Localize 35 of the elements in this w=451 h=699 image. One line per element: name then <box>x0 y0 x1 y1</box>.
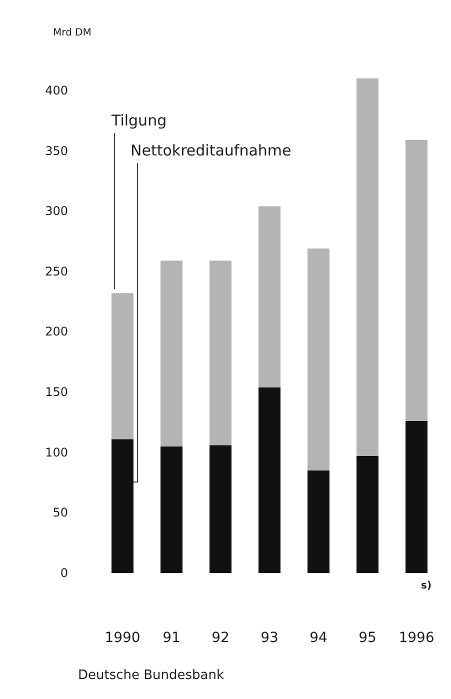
bar <box>356 78 378 456</box>
y-tick-label: 400 <box>45 83 68 98</box>
bar <box>112 439 134 573</box>
x-tick-label: 95 <box>358 630 376 646</box>
y-tick-label: 100 <box>45 445 68 460</box>
x-tick-label: 1990 <box>104 630 140 646</box>
bar <box>258 387 280 573</box>
x-tick-label: 92 <box>212 630 230 646</box>
bar <box>210 445 232 573</box>
text: Tilgung <box>110 112 167 130</box>
bar <box>308 248 330 470</box>
y-tick-label: 350 <box>45 144 68 158</box>
x-tick-label: 93 <box>260 630 278 646</box>
x-tick-label: 1996 <box>398 630 434 646</box>
y-tick-label: 300 <box>45 204 68 218</box>
y-tick-label: 0 <box>60 566 68 580</box>
bar <box>112 293 134 440</box>
y-tick-label: 50 <box>52 506 68 520</box>
y-tick-label: 150 <box>45 385 68 400</box>
x-tick-label: 91 <box>162 630 180 646</box>
y-tick-label: 200 <box>45 324 68 339</box>
y-axis-title: Mrd DM <box>53 28 92 38</box>
y-tick-label: 250 <box>45 264 68 278</box>
text: s) <box>421 580 432 592</box>
text: Deutsche Bundesbank <box>78 668 225 683</box>
bar <box>258 206 280 388</box>
bar <box>356 456 378 573</box>
bar <box>308 470 330 573</box>
x-tick-label: 94 <box>310 630 328 646</box>
bar <box>160 446 182 573</box>
bar <box>210 260 232 446</box>
bar <box>160 260 182 446</box>
bar <box>406 421 428 573</box>
bar <box>406 140 428 422</box>
text: Nettokreditaufnahme <box>130 142 292 160</box>
